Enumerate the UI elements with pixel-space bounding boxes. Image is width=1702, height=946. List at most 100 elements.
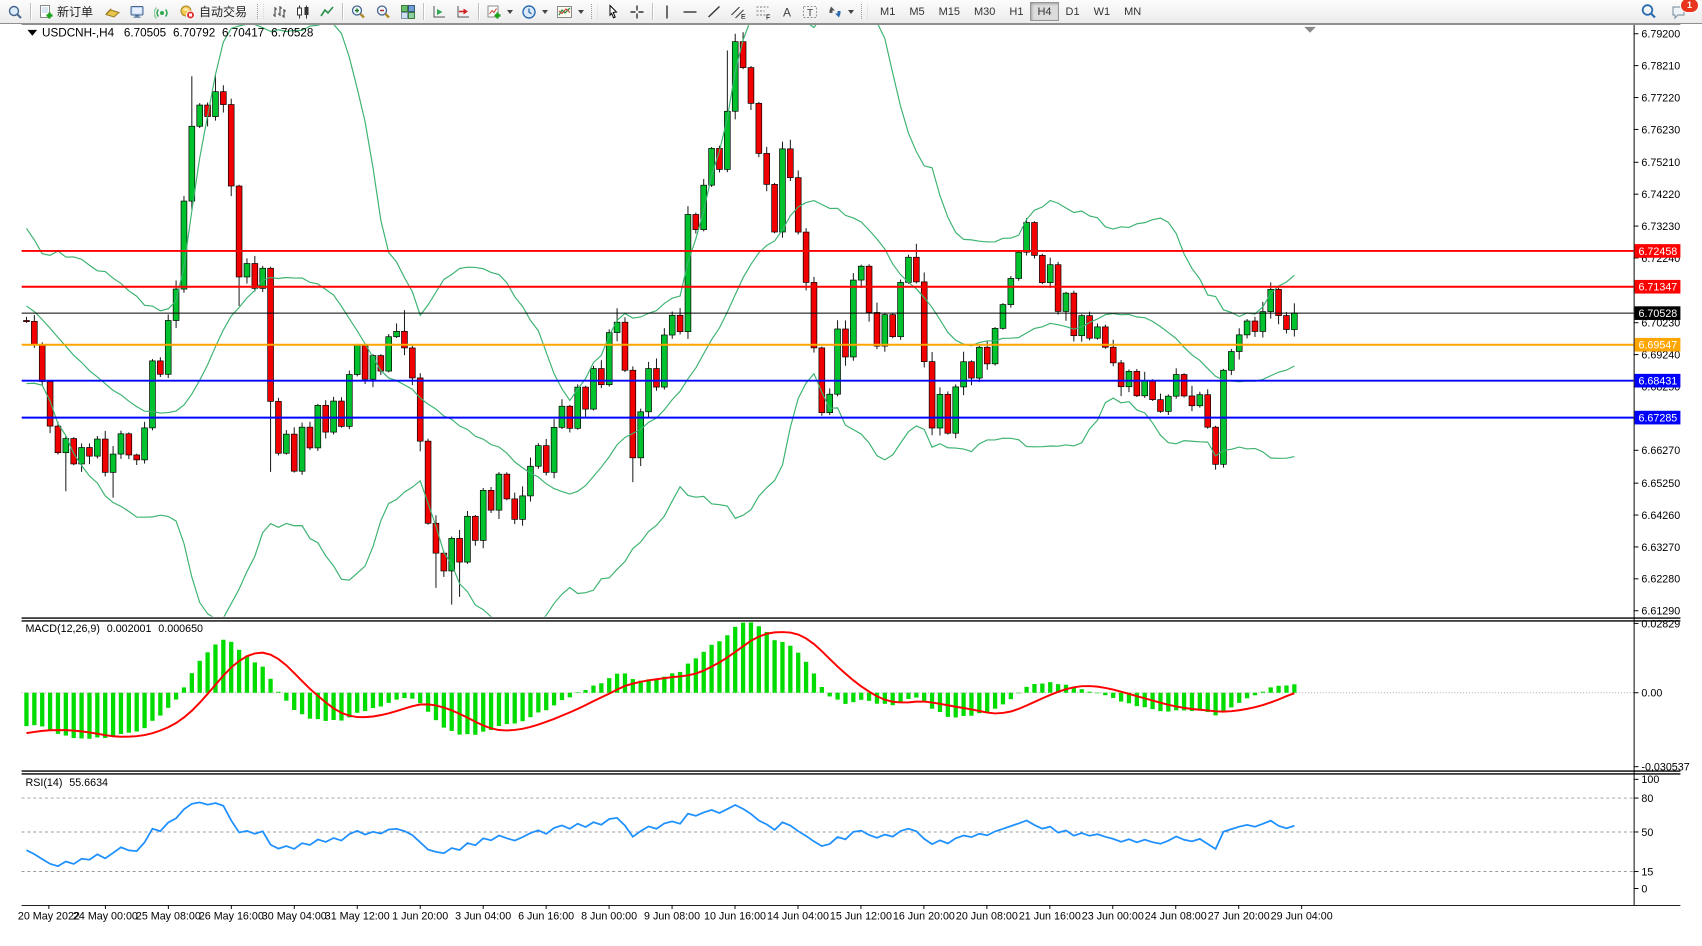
timeframe-h4[interactable]: H4 [1030,2,1059,21]
price-tick-label: 6.78210 [1641,61,1680,73]
toolbar-grip[interactable] [861,4,869,19]
channel-button[interactable]: E [726,1,751,22]
tile-windows-button[interactable] [396,1,420,22]
timeframe-m15[interactable]: M15 [938,5,960,18]
macd-bar [63,692,68,736]
macd-bar [591,685,596,693]
chart-shift-button[interactable] [451,1,475,22]
zoom-in-button[interactable] [346,1,371,22]
timeframe-m1[interactable]: M1 [880,5,896,18]
arrows-dropdown-icon[interactable] [848,9,855,14]
macd-bar [890,692,895,706]
line-mode-button[interactable] [315,1,339,22]
timeframe-h1[interactable]: H1 [1009,5,1024,18]
notification-badge: 1 [1680,0,1699,13]
symbol-dropdown-icon[interactable] [27,29,38,36]
macd-bar [284,692,289,701]
macd-bar [32,692,37,726]
autoscroll-button[interactable] [427,1,451,22]
magnifier-icon[interactable] [3,1,27,22]
chart-shift-marker-icon[interactable] [1304,26,1316,33]
macd-bar [134,692,139,732]
macd-bar [347,692,352,718]
main-chart-panel[interactable] [21,24,1634,629]
macd-bar [315,692,320,720]
macd-bar [717,641,722,693]
macd-bar [181,687,187,693]
autotrading-button[interactable]: 自动交易 [175,1,254,22]
zoom-out-button[interactable] [371,1,396,22]
candle-bull [1165,395,1172,412]
candle-bear [598,368,605,386]
label-button[interactable]: T [798,1,823,22]
macd-bar [929,692,935,709]
macd-bar [811,673,817,693]
price-tick-label: 6.65250 [1641,478,1680,490]
metaeditor-button[interactable] [125,1,150,22]
hline-button[interactable] [678,1,702,22]
toolbar: 新订单 自动交易 [0,0,1702,24]
macd-bar [173,692,179,700]
candle-bull [960,361,967,388]
text-button[interactable]: A [776,1,798,22]
periods-button[interactable] [517,1,552,22]
macd-panel[interactable] [21,622,1634,739]
toolbar-grip[interactable] [591,4,599,19]
macd-bar [756,626,761,693]
macd-tick-label: 0.02829 [1641,618,1680,630]
timeframe-mn[interactable]: MN [1124,5,1142,18]
trendline-icon [708,5,721,18]
macd-bar [882,692,887,704]
price-axis[interactable] [1635,25,1681,905]
candle-bear [487,490,495,511]
separator [423,3,425,20]
price-tick-label: 6.70230 [1641,318,1680,330]
timeframe-m5[interactable]: M5 [909,5,925,18]
macd-bar [1008,692,1013,700]
time-axis[interactable] [22,906,1681,923]
candle-bear [38,344,46,382]
fibonacci-button[interactable]: F [751,1,776,22]
candle-bull [464,515,471,563]
periods-dropdown-icon[interactable] [542,9,549,14]
toolbar-grip[interactable] [257,4,265,19]
signals-icon [154,6,168,19]
timeframe-w1[interactable]: W1 [1093,5,1111,18]
rsi-panel[interactable] [21,797,1634,873]
time-tick-label: 24 May 00:00 [73,911,138,923]
bars-mode-button[interactable] [267,1,291,22]
macd-bar [244,655,250,693]
macd-bar [418,692,423,704]
indicators-button[interactable] [482,1,517,22]
candle-bear [582,386,589,410]
candle-bull [164,320,172,375]
macd-bar [339,692,344,721]
indicators-dropdown-icon[interactable] [507,9,514,14]
mql-editor-button[interactable] [100,1,125,22]
candles-mode-button[interactable] [291,1,315,22]
new-order-button[interactable]: 新订单 [34,1,100,22]
candle-bear [1039,255,1046,283]
candle-bull [535,445,542,467]
chart-canvas[interactable]: 6.79200 6.78210 6.77220 6.76230 6.75210 6.742… [0,24,1702,946]
signals-button[interactable] [150,1,175,22]
arrows-button[interactable] [823,1,858,22]
candle-bull [991,328,999,365]
timeframe-m30[interactable]: M30 [974,5,996,18]
search-button[interactable] [1636,1,1661,22]
notifications-button[interactable]: 1 [1667,0,1699,22]
cursor-button[interactable] [601,1,625,22]
templates-button[interactable] [552,1,588,22]
text-icon: A [783,5,791,19]
vline-button[interactable] [656,1,678,22]
candle-bull [369,355,377,380]
crosshair-button[interactable] [625,1,649,22]
macd-bar [874,692,880,704]
macd-bar [481,692,486,732]
candle-bull [850,279,857,358]
macd-bar [977,692,982,714]
templates-dropdown-icon[interactable] [578,9,585,14]
timeframe-d1[interactable]: D1 [1065,5,1080,18]
trendline-button[interactable] [702,1,726,22]
candle-bull [353,344,361,375]
